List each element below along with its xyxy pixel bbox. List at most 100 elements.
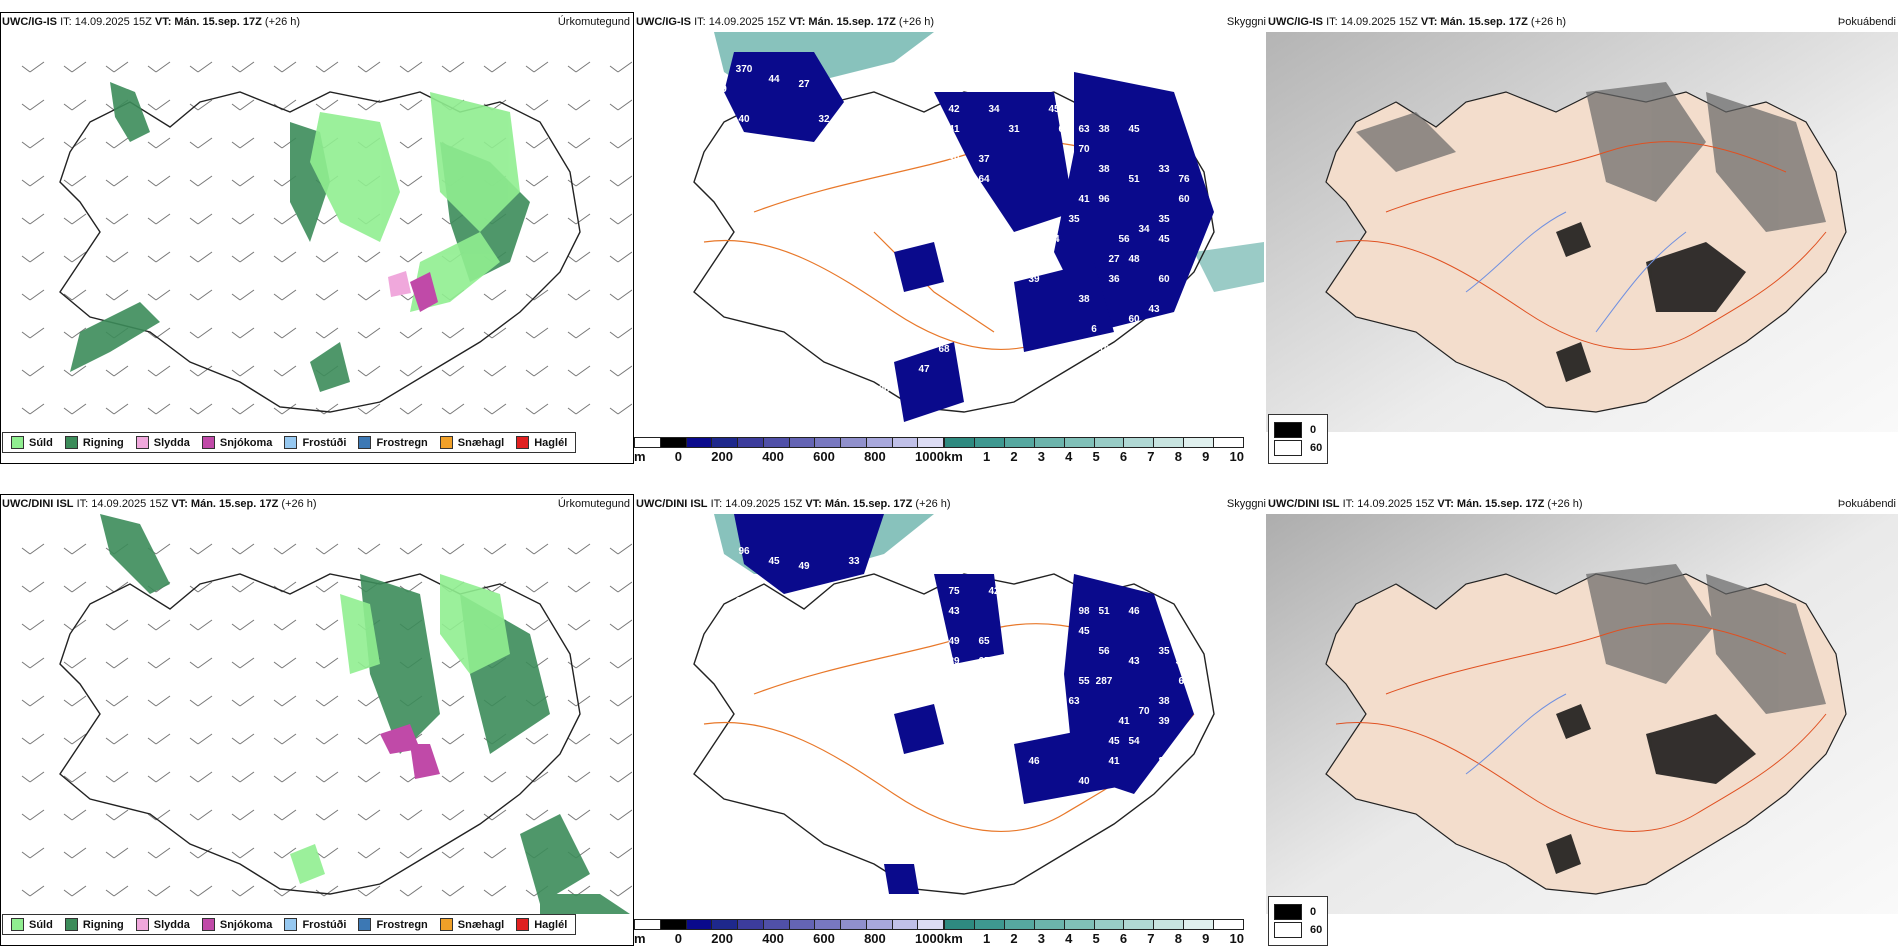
cloudbase-colorbar-ticks: m 0 200 400 600 800 1000 xyxy=(634,449,944,464)
cloudbase-value: 51 xyxy=(1128,174,1140,185)
wind-barb xyxy=(231,213,255,225)
wind-barb xyxy=(525,733,549,745)
wind-barb xyxy=(273,251,297,263)
init-time: IT: 14.09.2025 15Z xyxy=(1326,16,1418,28)
wind-barb xyxy=(609,847,632,859)
cloudbase-value: 47 xyxy=(918,364,930,375)
wind-barb xyxy=(609,771,632,783)
cloudbase-value: 63 xyxy=(1078,124,1090,135)
panel-title: UWC/DINI ISL IT: 14.09.2025 15Z VT: Mán.… xyxy=(2,498,317,510)
precip-map xyxy=(21,514,632,914)
wind-barb xyxy=(189,657,213,669)
wind-barb xyxy=(21,695,45,707)
wind-barb xyxy=(147,403,171,415)
lead-time: (+26 h) xyxy=(1530,16,1567,28)
colorbar-tick: 0 xyxy=(674,449,683,464)
field-name: Skyggni xyxy=(1226,498,1266,510)
valid-time: VT: Mán. 15.sep. 17Z xyxy=(171,498,279,510)
colorbar-cell xyxy=(1154,920,1185,929)
wind-barb xyxy=(105,619,129,631)
colorbar-cell xyxy=(660,438,687,447)
model-name: UWC/IG-IS xyxy=(1268,16,1323,28)
cloudbase-colorbar-ticks: m 0 200 400 600 800 1000 xyxy=(634,931,944,946)
colorbar-cell xyxy=(945,438,975,447)
wind-barb xyxy=(231,733,255,745)
fog-dense-areas xyxy=(1556,222,1746,382)
cloudbase-value: 103 xyxy=(716,566,733,577)
colorbar-tick: 8 xyxy=(1174,449,1182,464)
cloudbase-value: 45 xyxy=(768,556,780,567)
cloudbase-colorbar-strip xyxy=(634,919,944,930)
wind-barb xyxy=(567,619,591,631)
cloudbase-colorbar: m 0 200 400 600 800 1000 xyxy=(634,437,944,464)
legend-item: Haglél xyxy=(516,918,567,931)
cloudbase-value: 45 xyxy=(1108,736,1120,747)
wind-barb xyxy=(63,289,87,301)
wind-barb xyxy=(567,137,591,149)
colorbar-tick: 3 xyxy=(1037,931,1045,946)
wind-barb xyxy=(273,543,297,555)
visibility-colorbar-strip xyxy=(944,919,1244,930)
wind-barb xyxy=(189,137,213,149)
cloudbase-value: 43 xyxy=(948,606,960,617)
cloudbase-value: 6 xyxy=(1091,324,1097,335)
colorbar-cell xyxy=(918,438,943,447)
legend-swatch xyxy=(358,918,372,931)
wind-barb xyxy=(315,289,339,301)
legend-label: Rigning xyxy=(82,918,124,931)
wind-barb xyxy=(231,251,255,263)
colorbar-cell xyxy=(1034,438,1065,447)
colorbar-cell xyxy=(974,438,1005,447)
wind-barb xyxy=(105,61,129,73)
cloudbase-value: 39 xyxy=(1158,716,1170,727)
precip-type-legend: Súld Rigning Slydda Snjókoma Frostúði Frostre… xyxy=(2,432,577,453)
wind-barb xyxy=(231,543,255,555)
legend-label: Slydda xyxy=(153,436,190,449)
legend-label: Frostregn xyxy=(376,436,428,449)
wind-barb xyxy=(315,61,339,73)
wind-barb xyxy=(21,289,45,301)
wind-barb xyxy=(273,327,297,339)
init-time: IT: 14.09.2025 15Z xyxy=(76,498,169,510)
wind-barb xyxy=(525,543,549,555)
wind-barb xyxy=(21,581,45,593)
fog-legend-label: 0 xyxy=(1310,906,1317,918)
colorbar-cell xyxy=(789,920,816,929)
wind-barb xyxy=(567,581,591,593)
legend-swatch xyxy=(201,436,215,449)
wind-barb xyxy=(63,61,87,73)
wind-barb xyxy=(567,543,591,555)
legend-swatch xyxy=(284,436,298,449)
legend-item: Frostúði xyxy=(284,436,346,449)
cloudbase-value: 41 xyxy=(948,124,960,135)
fog-legend-swatch xyxy=(1274,922,1302,938)
colorbar-cell xyxy=(789,438,816,447)
wind-barb xyxy=(609,213,632,225)
wind-barb xyxy=(21,809,45,821)
wind-barb xyxy=(189,175,213,187)
wind-barb xyxy=(357,771,381,783)
wind-barb xyxy=(357,61,381,73)
colorbar-cell xyxy=(712,920,738,929)
wind-barb xyxy=(231,99,255,111)
colorbar-cell xyxy=(1064,920,1095,929)
colorbar-cell xyxy=(1064,438,1095,447)
colorbar-cell xyxy=(866,920,893,929)
legend-label: Frostregn xyxy=(376,918,428,931)
cloudbase-value: 56 xyxy=(1118,234,1130,245)
cloudbase-value: 42 xyxy=(988,586,1000,597)
colorbar-tick: 10 xyxy=(1229,931,1244,946)
wind-barb xyxy=(63,137,87,149)
legend-item: Haglél xyxy=(516,436,567,449)
visibility-colorbar-ticks: km 1 2 3 4 5 6 7 8 9 10 xyxy=(944,931,1244,946)
wind-barb xyxy=(357,885,381,897)
legend-swatch xyxy=(64,918,78,931)
wind-barb xyxy=(147,733,171,745)
precip-map xyxy=(21,61,632,415)
wind-barb xyxy=(315,543,339,555)
cloudbase-value: 138 xyxy=(846,74,863,85)
cloudbase-value: 54 xyxy=(1128,736,1140,747)
wind-barb xyxy=(567,61,591,73)
cloudbase-value: 31 xyxy=(1008,124,1020,135)
cloudbase-value: 40 xyxy=(1078,776,1090,787)
